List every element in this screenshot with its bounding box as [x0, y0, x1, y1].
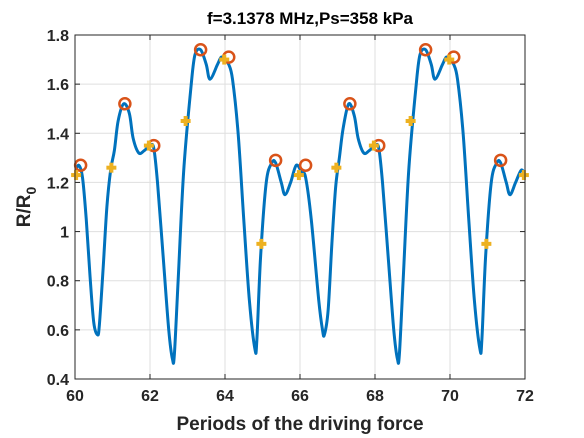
x-tick-label: 60 — [66, 388, 84, 405]
cross-marker — [444, 54, 455, 65]
y-axis-label-main: R/R — [14, 194, 35, 227]
peak-circle-marker — [343, 97, 357, 111]
cross-marker — [143, 140, 154, 151]
y-ticks: 0.4 0.6 0.8 1 1.2 1.4 1.6 1.8 — [47, 28, 525, 389]
peak-circle-marker — [418, 42, 433, 57]
peak-circle-marker — [298, 158, 313, 172]
x-tick-label: 62 — [141, 388, 159, 405]
x-tick-label: 66 — [291, 388, 309, 405]
y-tick-label: 0.6 — [47, 323, 69, 340]
y-tick-label: 0.4 — [47, 372, 69, 389]
series-layer — [71, 42, 529, 365]
y-tick-label: 1 — [60, 225, 69, 242]
cross-marker — [481, 238, 492, 249]
peak-circle-marker — [268, 153, 283, 168]
x-ticks: 60 62 64 66 68 70 72 — [66, 35, 534, 405]
cross-marker — [331, 162, 342, 173]
peak-circle-marker — [193, 42, 208, 57]
peak-circle-marker — [118, 97, 132, 111]
x-tick-label: 70 — [441, 388, 459, 405]
cross-marker — [368, 140, 379, 151]
plot-area: 60 62 64 66 68 70 72 0.4 0.6 0.8 1 1.2 1.4 1.6 1.8 — [47, 28, 534, 405]
y-tick-label: 0.8 — [47, 274, 69, 291]
x-tick-label: 68 — [366, 388, 384, 405]
chart-title: f=3.1378 MHz,Ps=358 kPa — [207, 9, 414, 28]
cross-marker — [518, 170, 529, 181]
y-tick-label: 1.8 — [47, 28, 69, 45]
y-tick-label: 1.4 — [47, 126, 69, 143]
x-tick-label: 72 — [516, 388, 534, 405]
cross-marker — [106, 162, 117, 173]
x-tick-label: 64 — [216, 388, 234, 405]
cross-marker — [256, 238, 267, 249]
cross-marker — [71, 170, 82, 181]
x-axis-label: Periods of the driving force — [176, 414, 423, 435]
y-tick-label: 1.6 — [47, 77, 69, 94]
peak-circle-marker — [493, 153, 508, 168]
cross-marker — [293, 170, 304, 181]
cross-marker — [219, 54, 230, 65]
y-axis-label-subscript: 0 — [23, 187, 39, 195]
cross-marker — [180, 116, 191, 126]
cross-marker — [405, 116, 416, 126]
y-tick-label: 1.2 — [47, 175, 69, 192]
y-axis-label: R/R0 — [14, 187, 39, 228]
